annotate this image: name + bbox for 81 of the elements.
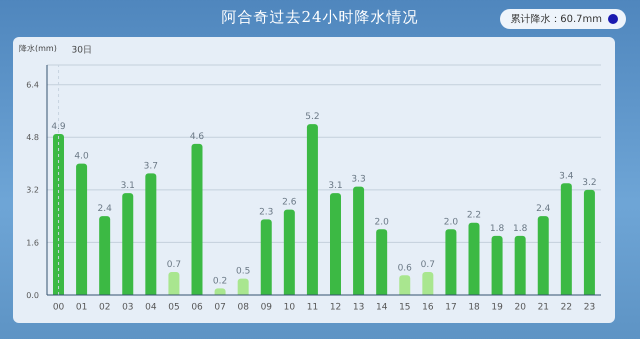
bar [376,229,388,295]
data-label: 0.6 [398,263,412,274]
bar [538,216,549,295]
y-tick-label: 0.0 [26,290,39,300]
bar [560,183,572,295]
bar [514,236,526,295]
x-tick-label: 16 [422,302,434,312]
bar [53,134,64,295]
bar [492,236,503,295]
x-tick-label: 11 [306,302,318,312]
x-tick-label: 20 [514,302,526,312]
y-tick-label: 6.4 [26,80,39,90]
data-label: 4.0 [74,152,90,162]
x-tick-label: 07 [214,302,226,312]
data-label: 2.3 [259,207,274,218]
y-axis-title: 降水(mm) [19,43,57,54]
x-tick-label: 00 [52,302,65,312]
x-tick-label: 02 [98,302,110,312]
data-label: 3.1 [328,181,343,192]
bar [214,288,226,295]
data-label: 3.1 [120,181,135,192]
bar [468,222,480,295]
data-label: 3.4 [559,171,574,182]
data-label: 2.6 [282,198,297,208]
bar [306,124,318,295]
x-tick-label: 04 [145,302,157,312]
bar [422,272,434,295]
data-label: 2.0 [444,217,458,228]
data-label: 4.9 [51,122,66,132]
data-label: 5.2 [305,112,320,122]
bar [238,278,249,295]
x-tick-label: 10 [284,302,296,312]
x-tick-label: 06 [191,302,204,312]
x-tick-label: 18 [468,302,480,312]
data-label: 0.5 [236,266,250,277]
data-label: 2.4 [98,204,112,214]
ref-line-label: 30日 [72,45,92,56]
data-label: 4.6 [190,132,204,142]
y-tick-label: 3.2 [26,186,39,195]
y-tick-label: 1.6 [26,238,39,248]
x-tick-label: 12 [330,302,342,312]
x-tick-label: 15 [399,302,411,312]
data-label: 2.2 [466,210,482,221]
data-label: 0.7 [420,260,435,270]
bar [330,193,341,295]
bar [584,190,595,295]
x-tick-label: 01 [76,302,88,312]
y-tick-label: 4.8 [26,133,39,142]
x-tick-label: 17 [445,302,457,312]
text: 累计降水：60.7mm [510,12,602,26]
x-tick-label: 03 [122,302,134,312]
x-tick-label: 14 [376,302,388,312]
x-tick-label: 05 [168,302,180,312]
bar [399,275,410,295]
data-label: 3.2 [582,178,597,188]
x-tick-label: 08 [237,302,250,312]
data-label: 0.7 [166,260,182,270]
x-tick-label: 09 [260,302,272,312]
x-tick-label: 19 [491,302,504,312]
data-label: 0.2 [212,276,228,286]
x-tick-label: 22 [560,302,572,312]
bar [445,229,456,295]
chart-title: 阿合奇过去24小时降水情况 [221,8,419,26]
data-label: 1.8 [513,224,528,234]
bar [353,186,364,295]
x-tick-label: 21 [538,302,550,312]
x-tick-label: 13 [352,302,364,312]
bar [168,272,180,295]
x-tick-label: 23 [584,302,596,312]
data-label: 3.3 [351,174,366,185]
data-label: 2.0 [374,217,390,228]
data-label: 2.4 [536,204,551,214]
bar [192,144,202,295]
bar [76,164,88,295]
data-label: 1.8 [490,224,505,234]
bar [145,173,156,295]
bar [122,193,134,295]
data-label: 3.7 [144,161,158,172]
bar [260,219,272,295]
bar [284,210,295,295]
bar [99,216,110,295]
